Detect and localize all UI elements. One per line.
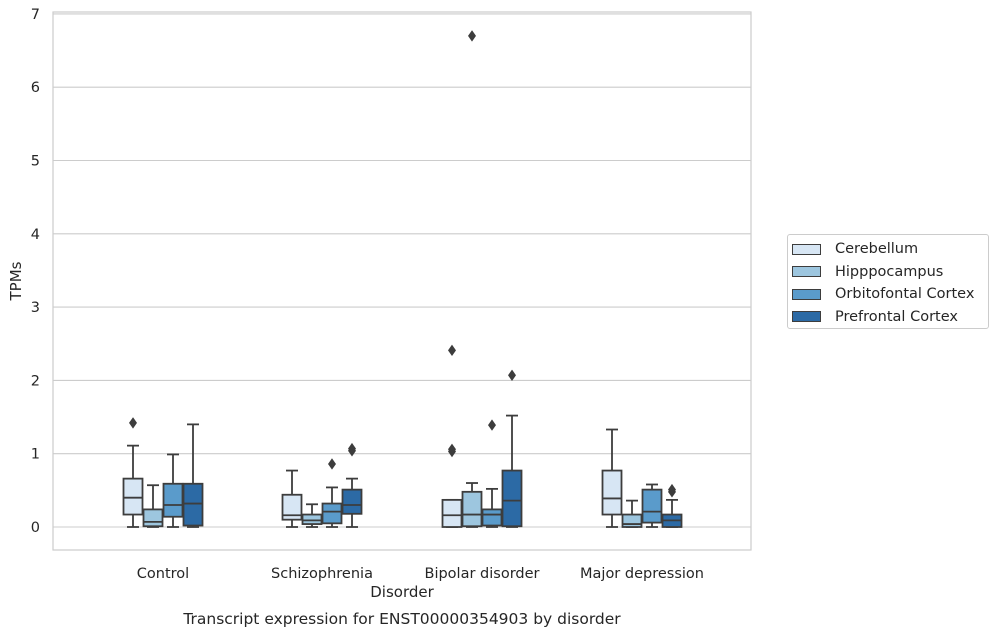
box-cerebellum (122, 417, 144, 528)
outlier-point (488, 419, 496, 431)
outlier-point (448, 443, 456, 455)
legend-label: Orbitofontal Cortex (835, 286, 975, 303)
outlier-point (468, 30, 476, 42)
legend-item: Orbitofontal Cortex (792, 283, 988, 306)
box-hipppocampus (142, 484, 164, 528)
box-iqr (481, 508, 503, 527)
box-cerebellum (441, 344, 463, 528)
box-prefrontal-cortex (341, 442, 363, 528)
box-orbitofontal-cortex (162, 453, 184, 528)
outlier-point (668, 483, 676, 496)
box-iqr (601, 469, 623, 516)
box-iqr (441, 498, 463, 528)
y-tick-label: 1 (31, 447, 40, 463)
box-hipppocampus (301, 503, 323, 528)
outlier-point (448, 344, 456, 357)
box-iqr (341, 488, 363, 515)
legend-item: Cerebellum (792, 238, 988, 261)
y-tick-label: 3 (31, 300, 40, 316)
outlier-point (129, 417, 137, 429)
y-axis-label: TPMs (7, 261, 25, 301)
y-tick-label: 5 (31, 154, 40, 170)
y-tick-labels: 0 1 2 3 4 5 6 7 (31, 7, 40, 536)
box-iqr (321, 502, 343, 525)
box-orbitofontal-cortex (321, 458, 343, 528)
box-iqr (162, 482, 184, 518)
box-iqr (621, 513, 643, 528)
y-tick-label: 6 (31, 80, 40, 96)
y-tick-label: 4 (31, 227, 40, 243)
box-iqr (182, 482, 204, 527)
legend-item: Hipppocampus (792, 261, 988, 284)
plot-frame (52, 11, 752, 551)
box-prefrontal-cortex (501, 369, 523, 528)
box-cerebellum (601, 428, 623, 528)
outlier-point (508, 369, 516, 381)
legend-swatch (792, 243, 821, 255)
box-groups (122, 30, 683, 528)
box-iqr (142, 508, 164, 528)
chart-title: Transcript expression for ENST0000035490… (182, 610, 621, 628)
outlier-point (328, 458, 336, 470)
x-tick-label: Schizophrenia (271, 566, 373, 582)
x-axis-label: Disorder (370, 583, 434, 601)
box-cerebellum (281, 469, 303, 528)
outlier-point (348, 442, 356, 455)
legend-swatch (792, 288, 821, 300)
y-tick-label: 0 (31, 520, 40, 536)
legend: Cerebellum Hipppocampus Orbitofontal Corte… (787, 234, 989, 329)
box-iqr (641, 488, 663, 524)
x-tick-label: Major depression (580, 566, 704, 582)
box-iqr (122, 477, 144, 516)
x-tick-label: Control (137, 566, 189, 582)
box-hipppocampus (461, 30, 483, 528)
box-prefrontal-cortex (182, 423, 204, 528)
box-iqr (281, 493, 303, 521)
box-iqr (301, 513, 323, 525)
box-orbitofontal-cortex (481, 419, 503, 528)
y-tick-label: 2 (31, 373, 40, 389)
y-tick-label: 7 (31, 7, 40, 23)
x-tick-labels: Control Schizophrenia Bipolar disorder Majo… (137, 566, 704, 582)
grid-lines (53, 13, 751, 528)
legend-item: Prefrontal Cortex (792, 306, 988, 329)
box-iqr (461, 490, 483, 528)
legend-label: Prefrontal Cortex (835, 308, 958, 325)
legend-label: Hipppocampus (835, 263, 944, 280)
legend-label: Cerebellum (835, 241, 919, 258)
legend-swatch (792, 311, 821, 323)
box-orbitofontal-cortex (641, 483, 663, 528)
legend-swatch (792, 266, 821, 278)
box-hipppocampus (621, 499, 643, 528)
box-prefrontal-cortex (661, 483, 683, 528)
box-iqr (501, 469, 523, 528)
x-tick-label: Bipolar disorder (425, 566, 540, 582)
